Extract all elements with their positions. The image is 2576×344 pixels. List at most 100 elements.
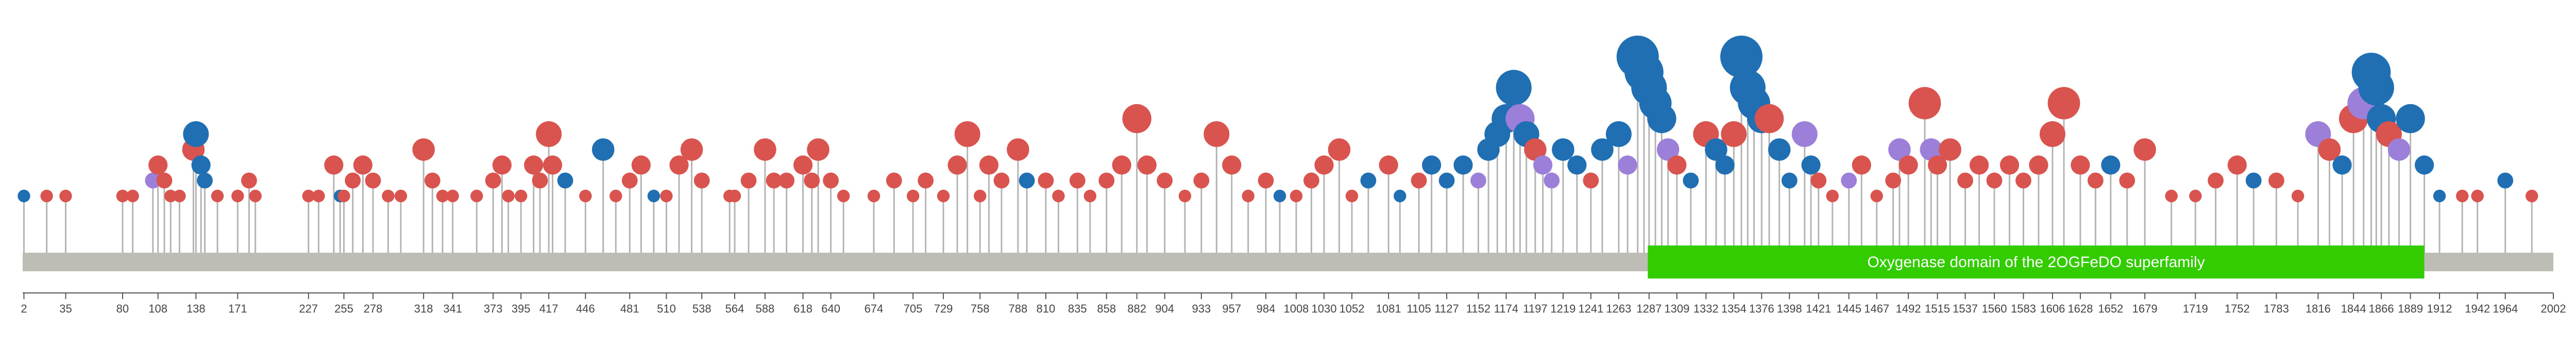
- mutation-lollipop[interactable]: [231, 189, 244, 203]
- mutation-lollipop[interactable]: [241, 172, 257, 189]
- mutation-lollipop[interactable]: [485, 172, 501, 189]
- mutation-lollipop[interactable]: [1552, 138, 1574, 161]
- mutation-lollipop[interactable]: [2332, 155, 2352, 175]
- mutation-lollipop[interactable]: [1957, 172, 1973, 189]
- mutation-lollipop[interactable]: [557, 172, 573, 189]
- mutation-lollipop[interactable]: [631, 155, 651, 175]
- mutation-lollipop[interactable]: [728, 189, 741, 203]
- mutation-lollipop[interactable]: [1470, 172, 1486, 189]
- mutation-lollipop[interactable]: [536, 121, 562, 147]
- mutation-lollipop[interactable]: [40, 189, 53, 203]
- mutation-lollipop[interactable]: [680, 138, 703, 161]
- mutation-lollipop[interactable]: [1647, 104, 1676, 134]
- mutation-lollipop[interactable]: [1852, 155, 1871, 175]
- mutation-lollipop[interactable]: [543, 155, 563, 175]
- mutation-lollipop[interactable]: [1222, 155, 1242, 175]
- mutation-lollipop[interactable]: [1137, 155, 1157, 175]
- mutation-lollipop[interactable]: [754, 138, 776, 161]
- mutation-lollipop[interactable]: [937, 189, 950, 203]
- mutation-lollipop[interactable]: [1986, 172, 2003, 189]
- mutation-lollipop[interactable]: [1720, 36, 1763, 78]
- mutation-lollipop[interactable]: [1345, 189, 1359, 203]
- mutation-lollipop[interactable]: [974, 189, 987, 203]
- mutation-lollipop[interactable]: [164, 189, 177, 203]
- mutation-lollipop[interactable]: [1870, 189, 1883, 203]
- mutation-lollipop[interactable]: [2268, 172, 2284, 189]
- mutation-lollipop[interactable]: [823, 172, 839, 189]
- mutation-lollipop[interactable]: [514, 189, 528, 203]
- mutation-lollipop[interactable]: [1019, 172, 1035, 189]
- mutation-lollipop[interactable]: [1618, 155, 1637, 175]
- mutation-lollipop[interactable]: [492, 155, 512, 175]
- mutation-lollipop[interactable]: [126, 189, 139, 203]
- mutation-lollipop[interactable]: [660, 189, 673, 203]
- mutation-lollipop[interactable]: [502, 189, 515, 203]
- mutation-lollipop[interactable]: [1122, 104, 1151, 134]
- mutation-lollipop[interactable]: [1801, 155, 1821, 175]
- mutation-lollipop[interactable]: [1178, 189, 1192, 203]
- mutation-lollipop[interactable]: [337, 189, 350, 203]
- mutation-lollipop[interactable]: [1841, 172, 1857, 189]
- mutation-lollipop[interactable]: [807, 138, 829, 161]
- mutation-lollipop[interactable]: [148, 155, 168, 175]
- mutation-lollipop[interactable]: [1715, 155, 1735, 175]
- mutation-lollipop[interactable]: [1705, 138, 1727, 161]
- mutation-lollipop[interactable]: [365, 172, 381, 189]
- mutation-lollipop[interactable]: [1605, 121, 1632, 147]
- mutation-lollipop[interactable]: [524, 155, 544, 175]
- mutation-lollipop[interactable]: [446, 189, 459, 203]
- mutation-lollipop[interactable]: [793, 155, 813, 175]
- mutation-lollipop[interactable]: [324, 155, 344, 175]
- mutation-lollipop[interactable]: [1038, 172, 1054, 189]
- mutation-lollipop[interactable]: [1908, 87, 1941, 120]
- mutation-lollipop[interactable]: [1290, 189, 1303, 203]
- mutation-lollipop[interactable]: [1193, 172, 1210, 189]
- mutation-lollipop[interactable]: [1242, 189, 1255, 203]
- mutation-lollipop[interactable]: [1438, 172, 1455, 189]
- mutation-lollipop[interactable]: [778, 172, 795, 189]
- mutation-lollipop[interactable]: [1721, 121, 1747, 147]
- mutation-lollipop[interactable]: [2396, 104, 2425, 134]
- mutation-lollipop[interactable]: [2101, 155, 2121, 175]
- mutation-lollipop[interactable]: [1112, 155, 1131, 175]
- mutation-lollipop[interactable]: [2497, 172, 2514, 189]
- mutation-lollipop[interactable]: [1411, 172, 1427, 189]
- mutation-lollipop[interactable]: [1656, 138, 1680, 161]
- mutation-lollipop[interactable]: [2318, 138, 2341, 161]
- mutation-lollipop[interactable]: [145, 172, 161, 189]
- mutation-lollipop[interactable]: [693, 172, 710, 189]
- mutation-lollipop[interactable]: [191, 155, 211, 175]
- mutation-lollipop[interactable]: [1273, 189, 1286, 203]
- mutation-lollipop[interactable]: [766, 172, 782, 189]
- mutation-lollipop[interactable]: [647, 189, 660, 203]
- mutation-lollipop[interactable]: [382, 189, 395, 203]
- mutation-lollipop[interactable]: [2133, 138, 2156, 161]
- mutation-lollipop[interactable]: [2526, 189, 2538, 203]
- mutation-lollipop[interactable]: [1591, 138, 1614, 161]
- mutation-lollipop[interactable]: [424, 172, 440, 189]
- mutation-lollipop[interactable]: [1754, 104, 1784, 134]
- mutation-lollipop[interactable]: [993, 172, 1010, 189]
- domain-rect[interactable]: [1648, 245, 2425, 279]
- mutation-lollipop[interactable]: [1524, 138, 1547, 161]
- mutation-lollipop[interactable]: [906, 189, 920, 203]
- mutation-lollipop[interactable]: [1157, 172, 1173, 189]
- mutation-lollipop[interactable]: [2387, 138, 2411, 161]
- mutation-lollipop[interactable]: [532, 172, 548, 189]
- mutation-lollipop[interactable]: [1920, 138, 1943, 161]
- mutation-lollipop[interactable]: [1939, 138, 1961, 161]
- mutation-lollipop[interactable]: [1394, 189, 1406, 203]
- mutation-lollipop[interactable]: [886, 172, 902, 189]
- mutation-lollipop[interactable]: [2245, 172, 2262, 189]
- mutation-lollipop[interactable]: [1360, 172, 1377, 189]
- mutation-lollipop[interactable]: [947, 155, 967, 175]
- mutation-lollipop[interactable]: [2471, 189, 2484, 203]
- mutation-lollipop[interactable]: [18, 189, 30, 203]
- mutation-lollipop[interactable]: [804, 172, 820, 189]
- mutation-lollipop[interactable]: [197, 172, 213, 189]
- mutation-lollipop[interactable]: [669, 155, 689, 175]
- mutation-lollipop[interactable]: [1007, 138, 1029, 161]
- mutation-lollipop[interactable]: [1969, 155, 1989, 175]
- mutation-lollipop[interactable]: [1899, 155, 1918, 175]
- mutation-lollipop[interactable]: [2227, 155, 2247, 175]
